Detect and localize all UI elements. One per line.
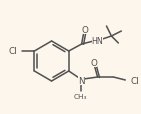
Text: O: O [90, 58, 97, 67]
Text: N: N [78, 76, 85, 85]
Text: CH₃: CH₃ [74, 93, 87, 99]
Text: Cl: Cl [130, 77, 139, 86]
Text: Cl: Cl [9, 47, 17, 56]
Text: O: O [81, 25, 88, 34]
Text: HN: HN [92, 36, 103, 45]
